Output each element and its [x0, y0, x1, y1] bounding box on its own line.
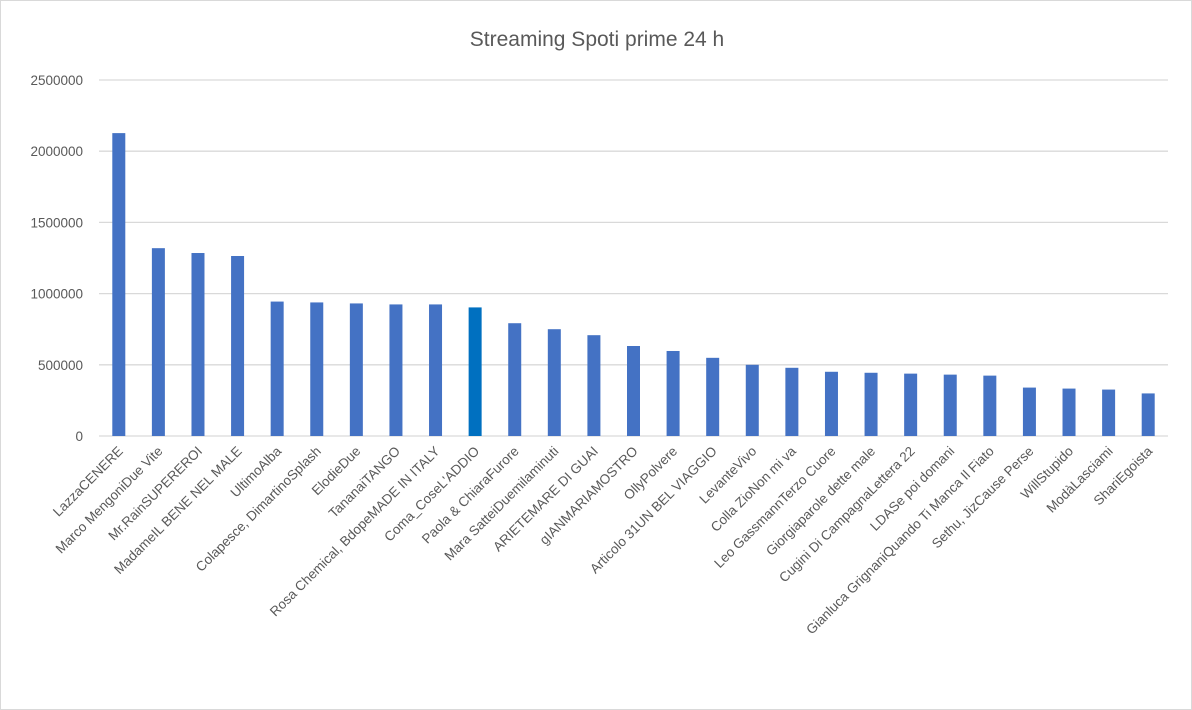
bar	[389, 304, 403, 436]
y-tick-label: 500000	[38, 358, 83, 373]
bar	[547, 329, 561, 436]
bar	[824, 371, 838, 436]
bar	[508, 323, 522, 436]
y-tick-label: 2500000	[30, 73, 83, 88]
bar	[349, 303, 363, 436]
y-tick-label: 2000000	[30, 144, 83, 159]
x-tick-label: LazzaCENERE	[50, 444, 126, 520]
y-axis-ticks: 0 500000 1000000 1500000 2000000 2500000	[30, 73, 83, 444]
bar	[310, 302, 324, 436]
bar	[943, 374, 957, 436]
bars	[112, 133, 1155, 436]
bar	[468, 307, 482, 436]
bar	[1022, 387, 1036, 436]
x-tick-label: TananaiTANGO	[326, 444, 403, 521]
bar	[666, 350, 680, 436]
bar	[429, 304, 443, 436]
y-tick-label: 1000000	[30, 287, 83, 302]
y-tick-label: 0	[75, 429, 83, 444]
bar	[745, 364, 759, 436]
x-tick-label: Gianluca GrignaniQuando Ti Manca Il Fiat…	[803, 444, 997, 638]
bar	[1141, 393, 1155, 436]
bar	[864, 372, 878, 436]
bar	[983, 375, 997, 436]
bar	[151, 248, 165, 436]
bar	[1062, 388, 1076, 436]
bar	[904, 373, 918, 436]
bar	[785, 367, 799, 436]
chart-title: Streaming Spoti prime 24 h	[470, 28, 724, 51]
bar	[627, 346, 640, 436]
bar	[191, 253, 205, 436]
bar	[1102, 389, 1116, 436]
bar	[112, 133, 126, 436]
bar	[270, 301, 284, 436]
y-tick-label: 1500000	[30, 215, 83, 230]
bar	[587, 335, 601, 436]
bar	[706, 357, 720, 436]
bar	[231, 256, 245, 436]
